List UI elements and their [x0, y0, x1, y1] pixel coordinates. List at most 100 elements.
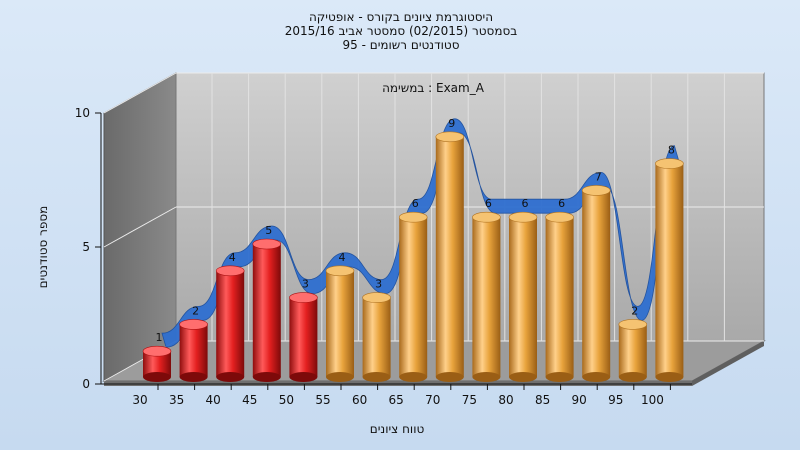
value-label: 7	[595, 170, 602, 183]
value-label: 4	[229, 251, 236, 264]
value-label: 1	[156, 331, 163, 344]
x-tick-label: 35	[169, 393, 184, 407]
x-axis-label: טווח ציונים	[370, 422, 425, 436]
x-tick-label: 65	[389, 393, 404, 407]
value-label: 6	[485, 197, 492, 210]
value-label: 3	[375, 278, 382, 291]
bar-cap	[472, 211, 501, 223]
bar-body	[362, 297, 391, 377]
x-tick-label: 60	[352, 393, 367, 407]
bar-cap	[545, 211, 574, 223]
bar-body	[179, 324, 208, 377]
grid-line-side	[103, 72, 177, 114]
bar-base	[216, 372, 245, 382]
bar-60	[362, 292, 391, 382]
bar-body	[289, 297, 318, 377]
bar-35	[179, 319, 208, 382]
bar-base	[582, 372, 611, 382]
value-labels: 1 2 4 5 3 4 3 6 9 6 6 6 7 2 8	[156, 117, 675, 344]
x-tick-label: 30	[132, 393, 147, 407]
value-label: 4	[339, 251, 346, 264]
bar-base	[326, 372, 354, 382]
value-label: 6	[412, 197, 419, 210]
bar-base	[655, 372, 684, 382]
bar-base	[143, 372, 171, 382]
y-tick-label: 5	[82, 240, 90, 254]
bar-70	[435, 131, 465, 382]
y-tick-label: 10	[75, 106, 90, 120]
bar-base	[509, 372, 537, 382]
bar-body	[216, 270, 245, 377]
bar-base	[179, 372, 208, 382]
bar-base	[545, 372, 574, 382]
chart-subtitle: במשימה : Exam_A	[382, 81, 485, 95]
bar-80	[508, 211, 538, 382]
bar-base	[472, 372, 501, 382]
value-label: 6	[522, 197, 529, 210]
bar-body	[582, 190, 611, 377]
bar-body	[655, 163, 684, 377]
bar-30	[142, 345, 172, 382]
bar-cap	[252, 238, 282, 250]
bar-cap	[142, 345, 172, 357]
value-label: 5	[265, 224, 272, 237]
bar-body	[472, 217, 501, 377]
bar-body	[326, 270, 354, 377]
bar-cap	[581, 185, 611, 196]
bar-90	[581, 185, 611, 382]
bar-cap	[215, 265, 245, 277]
title-line-1: היסטוגרמת ציונים בקורס - אופטיקה	[309, 10, 493, 24]
bar-cap	[325, 265, 355, 277]
bar-cap	[618, 319, 648, 330]
bar-base	[618, 372, 647, 382]
x-tick-label: 40	[206, 393, 221, 407]
floor-right-edge	[692, 341, 764, 386]
bar-100	[655, 158, 684, 382]
bar-85	[545, 211, 574, 382]
bar-body	[252, 244, 281, 377]
x-tick-label: 100	[641, 393, 664, 407]
bar-cap	[435, 131, 465, 143]
grid-line-side	[103, 206, 177, 248]
bar-40	[215, 265, 245, 382]
x-tick-label: 45	[242, 393, 257, 407]
bar-base	[289, 372, 318, 382]
value-label: 2	[631, 304, 638, 317]
bar-base	[399, 372, 428, 382]
bar-cap	[289, 292, 318, 303]
bar-95	[618, 319, 648, 382]
bar-cap	[179, 319, 208, 330]
x-tick-label: 55	[315, 393, 330, 407]
bar-base	[435, 372, 464, 382]
bar-75	[472, 211, 501, 382]
value-label: 2	[192, 304, 199, 317]
x-tick-label: 70	[425, 393, 440, 407]
bar-body	[399, 217, 428, 377]
bars	[142, 131, 684, 382]
bar-45	[252, 238, 282, 382]
bar-base	[362, 372, 391, 382]
bar-65	[398, 211, 428, 382]
value-label: 8	[668, 144, 675, 157]
bar-50	[289, 292, 318, 382]
x-tick-label: 50	[279, 393, 294, 407]
x-tick-label: 75	[462, 393, 477, 407]
y-axis-ticks: 0 5 10	[75, 106, 101, 391]
bar-base	[252, 372, 281, 382]
x-tick-label: 95	[608, 393, 623, 407]
bar-55	[325, 265, 355, 382]
bar-body	[545, 217, 574, 377]
value-label: 6	[558, 197, 565, 210]
bar-cap	[508, 211, 538, 223]
bar-body	[509, 217, 537, 377]
x-tick-label: 90	[572, 393, 587, 407]
bar-body	[618, 324, 647, 377]
bar-cap	[362, 292, 391, 303]
y-tick-label: 0	[82, 377, 90, 391]
y-axis-label: מספר סטודנטים	[36, 206, 50, 289]
value-label: 9	[448, 117, 455, 130]
chart-title: היסטוגרמת ציונים בקורס - אופטיקה בסמסטר …	[285, 10, 517, 52]
value-label: 3	[302, 278, 309, 291]
